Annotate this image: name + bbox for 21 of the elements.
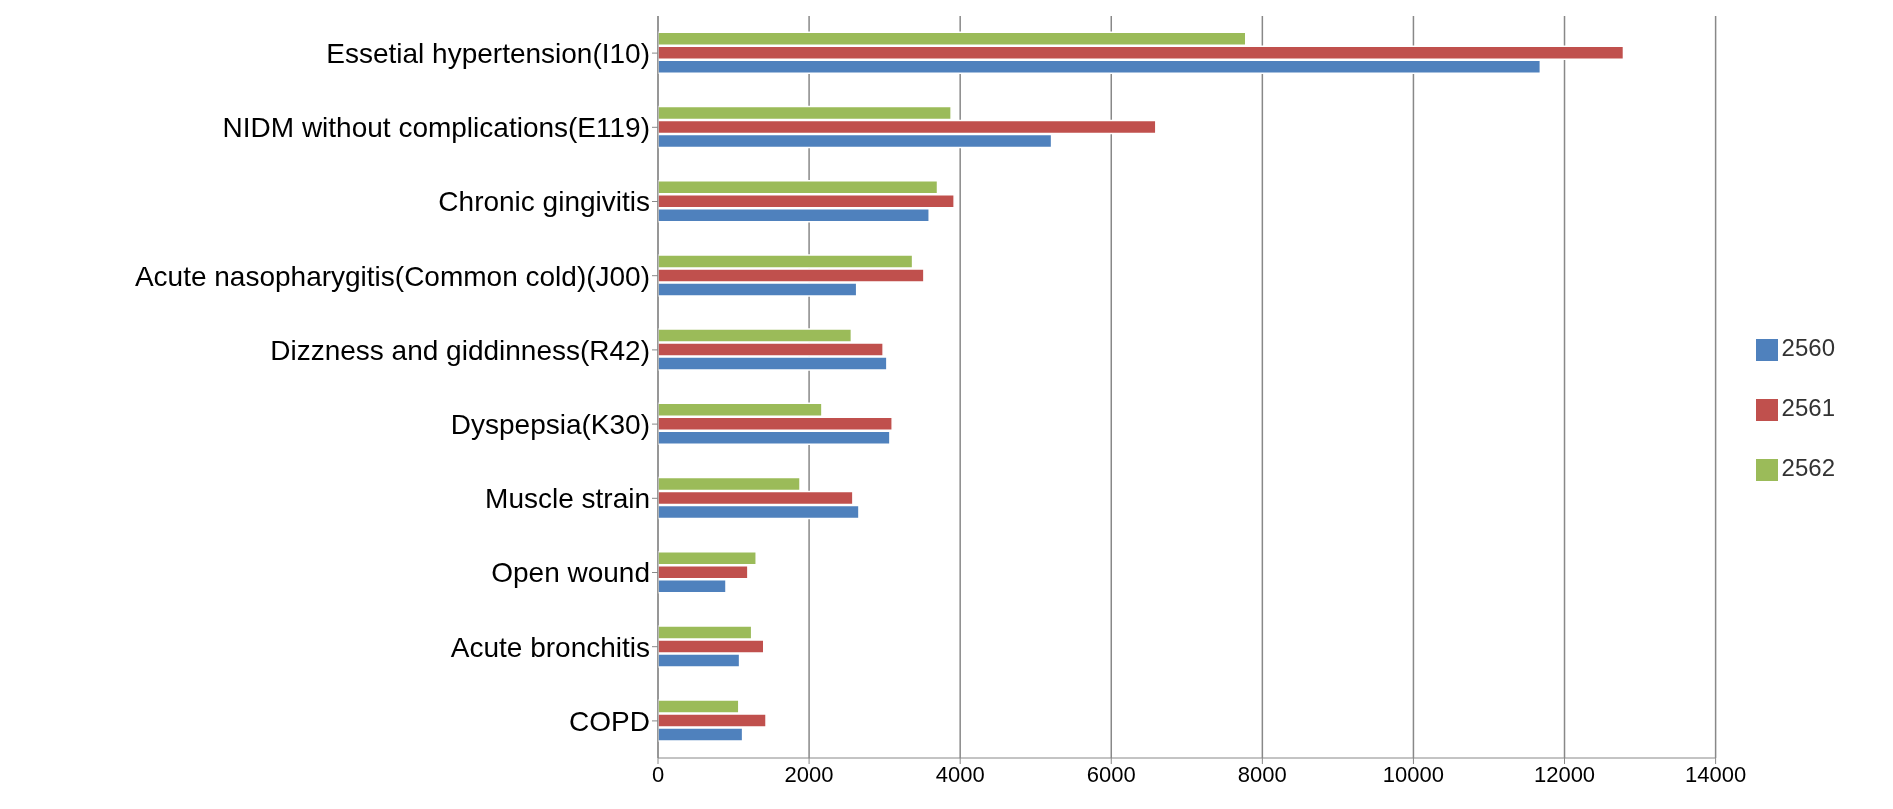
y-tick-label: COPD bbox=[569, 705, 650, 737]
y-tick-label: Acute nasopharygitis(Common cold)(J00) bbox=[134, 260, 650, 292]
x-tick-label: 10000 bbox=[1382, 761, 1445, 787]
y-tick-label: Open wound bbox=[491, 557, 650, 589]
legend-label: 2562 bbox=[1781, 454, 1835, 481]
x-tick-label: 12000 bbox=[1533, 761, 1596, 787]
y-tick-label: Muscle strain bbox=[485, 483, 650, 515]
legend-label: 2560 bbox=[1781, 334, 1835, 361]
y-tick-label: Acute bronchitis bbox=[450, 631, 650, 663]
y-tick-label: Chronic gingivitis bbox=[438, 186, 650, 218]
x-tick-label: 4000 bbox=[935, 761, 985, 787]
x-tick-label: 0 bbox=[651, 761, 665, 787]
y-tick-label: NIDM without complications(E119) bbox=[222, 112, 650, 144]
x-tick-label: 6000 bbox=[1086, 761, 1136, 787]
y-tick-label: Dyspepsia(K30) bbox=[450, 409, 650, 441]
legend-label: 2561 bbox=[1781, 394, 1835, 421]
x-tick-label: 8000 bbox=[1237, 761, 1287, 787]
y-tick-label: Essetial hypertension(I10) bbox=[326, 38, 650, 70]
y-tick-label: Dizzness and giddinness(R42) bbox=[270, 334, 650, 366]
x-tick-label: 2000 bbox=[784, 761, 834, 787]
x-tick-label: 14000 bbox=[1685, 761, 1747, 787]
